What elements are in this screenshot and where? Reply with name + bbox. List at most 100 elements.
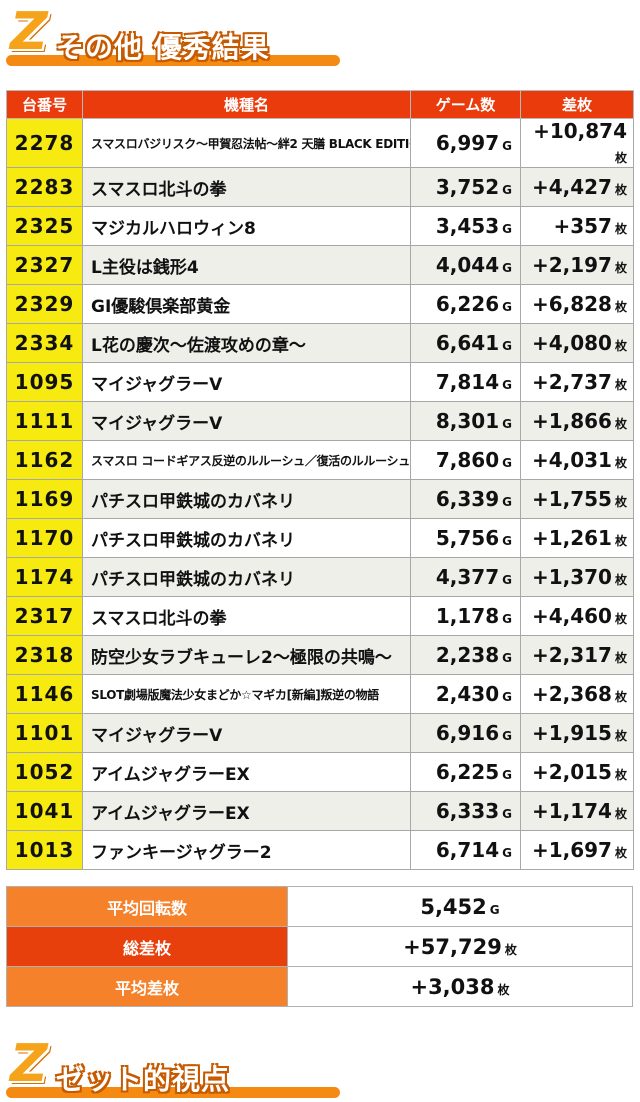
games-cell: 6,916 G (410, 713, 521, 753)
diff-cell: +2,197 枚 (520, 245, 634, 285)
games-cell: 4,377 G (410, 557, 521, 597)
diff-cell: +4,031 枚 (520, 440, 634, 480)
table-row: 1052 アイムジャグラーEX 6,225 G +2,015 枚 (6, 752, 634, 792)
summary-row-avg-diff: 平均差枚 +3,038 枚 (6, 966, 633, 1007)
diff-cell: +1,261 枚 (520, 518, 634, 558)
avg-diff-label: 平均差枚 (6, 966, 288, 1007)
header-model: 機種名 (82, 90, 411, 119)
machine-no: 1101 (6, 713, 83, 753)
model-name: L花の慶次～佐渡攻めの章～ (82, 323, 411, 363)
games-cell: 6,714 G (410, 830, 521, 870)
summary-row-avg-games: 平均回転数 5,452 G (6, 886, 633, 927)
header-machine-no: 台番号 (6, 90, 83, 119)
model-name: GI優駿倶楽部黄金 (82, 284, 411, 324)
table-row: 2334 L花の慶次～佐渡攻めの章～ 6,641 G +4,080 枚 (6, 323, 634, 363)
model-name: マイジャグラーV (82, 713, 411, 753)
diff-cell: +2,015 枚 (520, 752, 634, 792)
machine-no: 1095 (6, 362, 83, 402)
machine-no: 2327 (6, 245, 83, 285)
games-cell: 7,860 G (410, 440, 521, 480)
games-cell: 6,997 G (410, 118, 521, 168)
games-cell: 6,225 G (410, 752, 521, 792)
machine-no: 1162 (6, 440, 83, 480)
table-row: 2329 GI優駿倶楽部黄金 6,226 G +6,828 枚 (6, 284, 634, 324)
machine-no: 1146 (6, 674, 83, 714)
model-name: マジカルハロウィン8 (82, 206, 411, 246)
diff-cell: +1,370 枚 (520, 557, 634, 597)
table-row: 1162 スマスロ コードギアス反逆のルルーシュ／復活のルルーシュ 7,860 G +4… (6, 440, 634, 480)
table-row: 1146 SLOT劇場版魔法少女まどか☆マギカ[新編]叛逆の物語 2,430 G +2,… (6, 674, 634, 714)
avg-games-label: 平均回転数 (6, 886, 288, 927)
games-cell: 6,226 G (410, 284, 521, 324)
machine-no: 1174 (6, 557, 83, 597)
table-row: 1111 マイジャグラーV 8,301 G +1,866 枚 (6, 401, 634, 441)
avg-diff-value: +3,038 枚 (287, 966, 633, 1007)
model-name: アイムジャグラーEX (82, 752, 411, 792)
machine-no: 1169 (6, 479, 83, 519)
table-row: 2278 スマスロバジリスク～甲賀忍法帖～絆2 天膳 BLACK EDITION 6… (6, 118, 634, 168)
model-name: パチスロ甲鉄城のカバネリ (82, 518, 411, 558)
heading-underline (6, 1087, 340, 1098)
table-row: 1013 ファンキージャグラー2 6,714 G +1,697 枚 (6, 830, 634, 870)
model-name: パチスロ甲鉄城のカバネリ (82, 557, 411, 597)
games-cell: 5,756 G (410, 518, 521, 558)
machine-no: 2318 (6, 635, 83, 675)
table-row: 2318 防空少女ラブキューレ2～極限の共鳴～ 2,238 G +2,317 枚 (6, 635, 634, 675)
games-cell: 8,301 G (410, 401, 521, 441)
table-row: 1174 パチスロ甲鉄城のカバネリ 4,377 G +1,370 枚 (6, 557, 634, 597)
diff-cell: +1,755 枚 (520, 479, 634, 519)
machine-no: 2317 (6, 596, 83, 636)
games-cell: 6,333 G (410, 791, 521, 831)
games-cell: 3,752 G (410, 167, 521, 207)
diff-cell: +6,828 枚 (520, 284, 634, 324)
model-name: 防空少女ラブキューレ2～極限の共鳴～ (82, 635, 411, 675)
section-heading-viewpoint: Z ゼット的視点 (0, 1036, 340, 1100)
model-name: パチスロ甲鉄城のカバネリ (82, 479, 411, 519)
header-games: ゲーム数 (410, 90, 521, 119)
machine-no: 1111 (6, 401, 83, 441)
games-cell: 2,430 G (410, 674, 521, 714)
heading-underline (6, 55, 340, 66)
diff-cell: +10,874枚 (520, 118, 634, 168)
results-table: 台番号 機種名 ゲーム数 差枚 2278 スマスロバジリスク～甲賀忍法帖～絆2 天… (6, 90, 634, 870)
table-header-row: 台番号 機種名 ゲーム数 差枚 (6, 90, 634, 119)
table-row: 1095 マイジャグラーV 7,814 G +2,737 枚 (6, 362, 634, 402)
diff-cell: +4,460 枚 (520, 596, 634, 636)
total-diff-value: +57,729 枚 (287, 926, 633, 967)
machine-no: 2329 (6, 284, 83, 324)
model-name: L主役は銭形4 (82, 245, 411, 285)
diff-cell: +1,697 枚 (520, 830, 634, 870)
diff-cell: +2,368 枚 (520, 674, 634, 714)
diff-cell: +4,427 枚 (520, 167, 634, 207)
machine-no: 2334 (6, 323, 83, 363)
section-heading-results: Z その他 優秀結果 (0, 4, 340, 68)
machine-no: 2278 (6, 118, 83, 168)
diff-cell: +2,737 枚 (520, 362, 634, 402)
games-cell: 2,238 G (410, 635, 521, 675)
diff-cell: +357 枚 (520, 206, 634, 246)
table-row: 2283 スマスロ北斗の拳 3,752 G +4,427 枚 (6, 167, 634, 207)
table-row: 1170 パチスロ甲鉄城のカバネリ 5,756 G +1,261 枚 (6, 518, 634, 558)
table-row: 2317 スマスロ北斗の拳 1,178 G +4,460 枚 (6, 596, 634, 636)
summary-row-total-diff: 総差枚 +57,729 枚 (6, 926, 633, 967)
summary-table: 平均回転数 5,452 G 総差枚 +57,729 枚 平均差枚 +3,038 枚 (6, 886, 633, 1007)
machine-no: 1013 (6, 830, 83, 870)
games-cell: 1,178 G (410, 596, 521, 636)
table-row: 1169 パチスロ甲鉄城のカバネリ 6,339 G +1,755 枚 (6, 479, 634, 519)
model-name: マイジャグラーV (82, 362, 411, 402)
header-diff: 差枚 (520, 90, 634, 119)
model-name: スマスロ北斗の拳 (82, 596, 411, 636)
games-cell: 6,641 G (410, 323, 521, 363)
section-title: ゼット的視点 (56, 1063, 231, 1096)
table-row: 2325 マジカルハロウィン8 3,453 G +357 枚 (6, 206, 634, 246)
diff-cell: +2,317 枚 (520, 635, 634, 675)
model-name: SLOT劇場版魔法少女まどか☆マギカ[新編]叛逆の物語 (82, 674, 411, 714)
machine-no: 2283 (6, 167, 83, 207)
machine-no: 1170 (6, 518, 83, 558)
games-cell: 7,814 G (410, 362, 521, 402)
model-name: スマスロ北斗の拳 (82, 167, 411, 207)
table-row: 1041 アイムジャグラーEX 6,333 G +1,174 枚 (6, 791, 634, 831)
games-cell: 3,453 G (410, 206, 521, 246)
model-name: ファンキージャグラー2 (82, 830, 411, 870)
diff-cell: +4,080 枚 (520, 323, 634, 363)
